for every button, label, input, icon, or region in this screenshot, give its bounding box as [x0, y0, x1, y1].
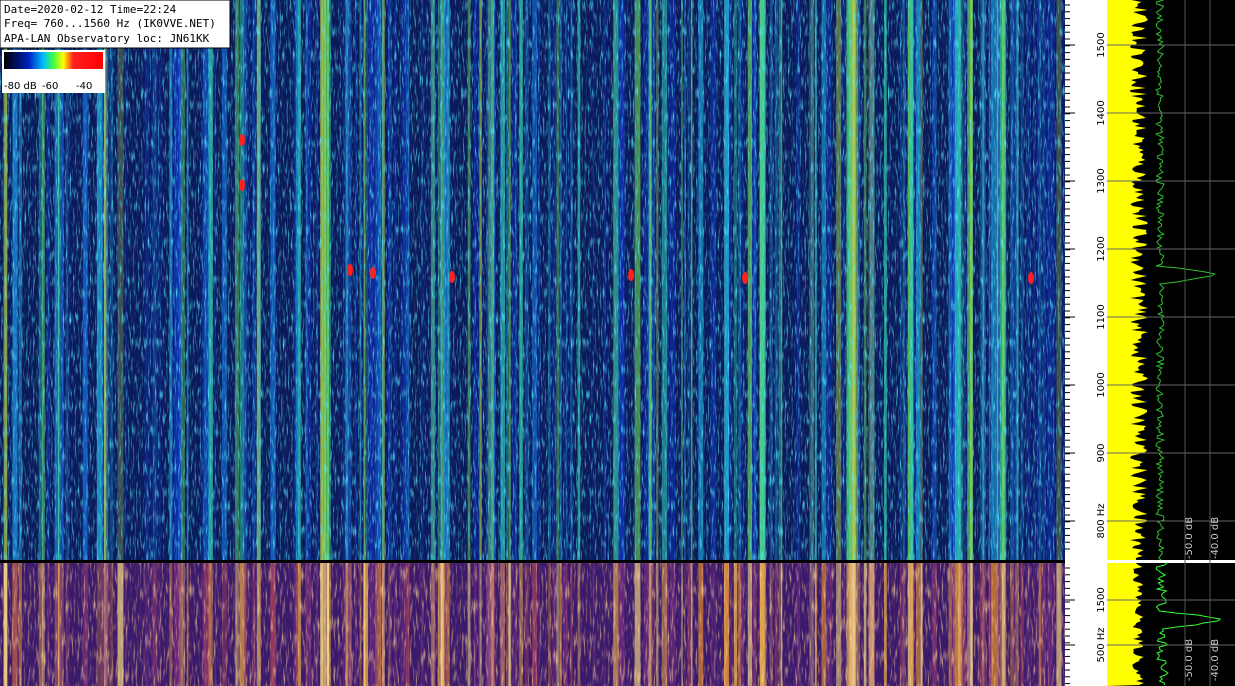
spectrum-panel	[1107, 0, 1235, 686]
spectrum-trace	[1154, 0, 1217, 561]
tick-label: 1100	[1096, 304, 1107, 329]
upper-waterfall	[0, 0, 1065, 560]
header-line: APA-LAN Observatory loc: JN61KK	[4, 32, 210, 45]
db-label: -40.0 dB	[1210, 517, 1221, 559]
tick-label: 1300	[1096, 168, 1107, 193]
burst	[1028, 272, 1034, 284]
burst	[449, 271, 455, 283]
noise	[0, 563, 1065, 686]
tick-label: 500 Hz	[1096, 627, 1107, 662]
header-line: Date=2020-02-12 Time=22:24	[4, 3, 177, 16]
scale-label: -40	[76, 81, 92, 92]
burst	[370, 267, 376, 279]
burst	[239, 179, 245, 191]
tick-label: 1500	[1096, 587, 1107, 612]
average-trace	[1107, 0, 1148, 560]
db-label: -50.0 dB	[1184, 517, 1195, 559]
lower-waterfall	[0, 563, 1065, 686]
burst	[628, 269, 634, 281]
header-line: Freq= 760...1560 Hz (IK0VVE.NET)	[4, 17, 216, 30]
tick-label: 1000	[1096, 372, 1107, 397]
tick-label: 800 Hz	[1096, 503, 1107, 538]
scale-label: -60	[42, 81, 58, 92]
db-label: -40.0 dB	[1210, 639, 1221, 681]
burst	[742, 272, 748, 284]
axis-strip	[1065, 0, 1107, 686]
average-trace	[1107, 563, 1144, 686]
tick-label: 1400	[1096, 100, 1107, 125]
info-box	[0, 0, 231, 49]
divider	[1065, 560, 1235, 563]
db-label: -50.0 dB	[1184, 639, 1195, 681]
tick-label: 900	[1096, 443, 1107, 462]
noise	[0, 0, 1065, 560]
tick-label: 1200	[1096, 236, 1107, 261]
burst	[347, 264, 353, 276]
burst	[239, 134, 245, 146]
spectrum-trace	[1155, 562, 1222, 686]
scale-label: -80 dB	[4, 81, 37, 92]
axes: 1500 1400 1300 1200 1100 1000 900 800 Hz 1500 500…	[1065, 0, 1235, 686]
color-bar	[4, 52, 103, 69]
tick-label: 1500	[1096, 32, 1107, 57]
